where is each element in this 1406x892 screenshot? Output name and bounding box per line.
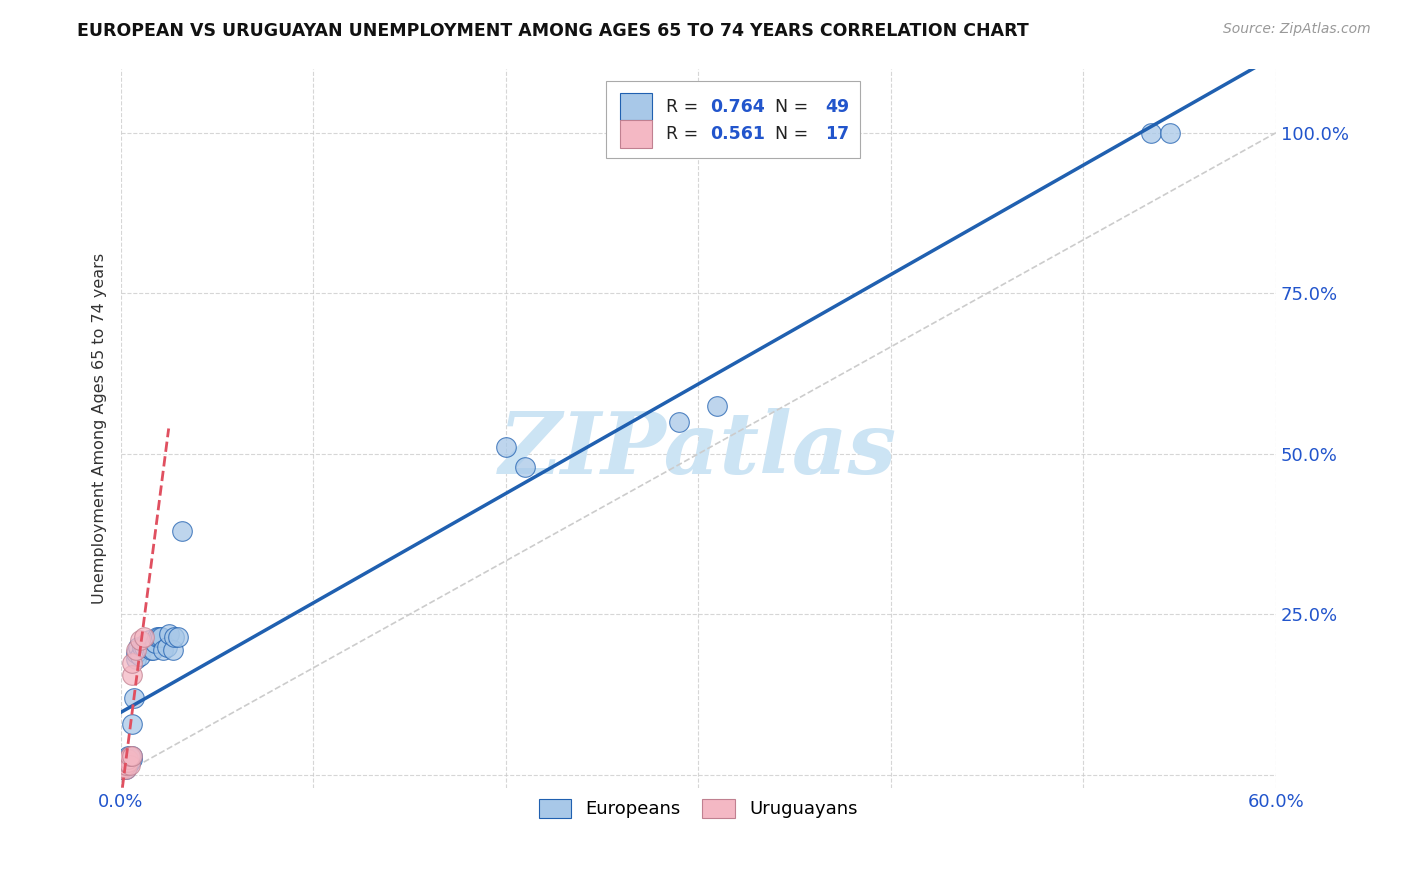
Point (121, 656, 143, 670)
Point (495, 441, 517, 455)
Text: 49: 49 (825, 97, 849, 116)
Point (115, 758, 138, 772)
Point (162, 642, 184, 657)
Point (138, 633, 160, 648)
Point (132, 630, 155, 644)
Point (115, 758, 138, 772)
Point (120, 748, 142, 763)
Point (115, 755, 138, 769)
Text: 0.561: 0.561 (710, 125, 765, 143)
Point (141, 642, 163, 657)
Point (172, 524, 194, 538)
Point (115, 762, 138, 776)
Point (120, 755, 142, 769)
Text: ZIPatlas: ZIPatlas (499, 408, 897, 491)
Point (163, 630, 186, 644)
Text: EUROPEAN VS URUGUAYAN UNEMPLOYMENT AMONG AGES 65 TO 74 YEARS CORRELATION CHART: EUROPEAN VS URUGUAYAN UNEMPLOYMENT AMONG… (77, 22, 1029, 40)
Point (121, 752, 143, 766)
FancyBboxPatch shape (606, 81, 860, 159)
Point (115, 752, 138, 766)
Text: Source: ZipAtlas.com: Source: ZipAtlas.com (1223, 22, 1371, 37)
Point (128, 633, 150, 648)
FancyBboxPatch shape (620, 120, 652, 148)
Point (112, 758, 135, 772)
Text: N =: N = (763, 97, 814, 116)
Point (111, 762, 134, 776)
Point (513, 459, 536, 474)
Point (668, 415, 690, 429)
Point (112, 762, 135, 776)
Point (121, 748, 143, 763)
Point (132, 640, 155, 654)
Point (131, 640, 153, 654)
Point (128, 649, 150, 664)
Point (706, 399, 728, 413)
Point (111, 760, 134, 774)
Point (148, 630, 170, 644)
Point (111, 762, 134, 776)
Point (146, 630, 169, 644)
Point (121, 748, 143, 763)
Point (115, 755, 138, 769)
Legend: Europeans, Uruguayans: Europeans, Uruguayans (531, 792, 865, 826)
Point (125, 642, 148, 657)
Text: R =: R = (666, 97, 703, 116)
Point (127, 640, 149, 654)
Point (112, 758, 135, 772)
Point (157, 626, 180, 640)
Point (112, 760, 135, 774)
Point (115, 762, 138, 776)
Point (142, 642, 165, 657)
Point (149, 630, 172, 644)
Point (117, 758, 139, 772)
Point (112, 758, 135, 772)
FancyBboxPatch shape (620, 93, 652, 120)
Point (125, 646, 148, 660)
Point (1139, 126, 1161, 140)
Point (117, 752, 139, 766)
Point (120, 748, 142, 763)
Point (121, 716, 143, 731)
Text: N =: N = (763, 125, 814, 143)
Text: 0.764: 0.764 (710, 97, 765, 116)
Point (117, 752, 139, 766)
Point (135, 636, 157, 650)
Point (167, 630, 190, 644)
Point (121, 668, 143, 682)
Point (111, 758, 134, 772)
Point (117, 748, 139, 763)
Point (152, 642, 174, 657)
Point (120, 758, 142, 772)
Point (120, 752, 142, 766)
Point (143, 636, 166, 650)
Point (125, 652, 148, 666)
Y-axis label: Unemployment Among Ages 65 to 74 years: Unemployment Among Ages 65 to 74 years (93, 252, 107, 604)
Point (122, 690, 145, 705)
Point (1159, 126, 1181, 140)
Text: R =: R = (666, 125, 703, 143)
Point (111, 762, 134, 776)
Point (117, 755, 139, 769)
Point (156, 640, 179, 654)
Text: 17: 17 (825, 125, 849, 143)
Point (112, 760, 135, 774)
Point (117, 755, 139, 769)
